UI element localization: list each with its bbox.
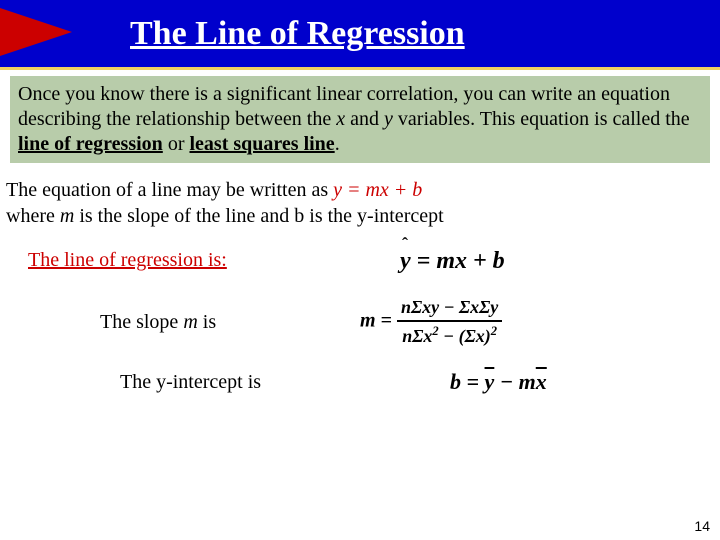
intro-x: x bbox=[336, 108, 345, 130]
intro-y: y bbox=[384, 108, 393, 130]
para-eq: y = mx + b bbox=[333, 179, 422, 201]
reg-rhs: = mx + b bbox=[417, 248, 505, 274]
slope-lhs: m = bbox=[360, 310, 392, 332]
slope-den-a: nΣx bbox=[402, 326, 432, 346]
slope-den-s2: 2 bbox=[491, 324, 497, 338]
int-mid: − m bbox=[494, 369, 535, 394]
slope-lm: m bbox=[183, 311, 197, 333]
arrow-decoration bbox=[0, 8, 72, 56]
int-ybar: y bbox=[485, 369, 495, 394]
int-xbar: x bbox=[536, 369, 547, 394]
para-t3: is the slope of the line and b is the y-… bbox=[74, 205, 443, 227]
slope-label: The slope m is bbox=[100, 311, 360, 334]
intercept-row: The y-intercept is b = y − mx bbox=[0, 369, 720, 395]
slide-title: The Line of Regression bbox=[130, 15, 465, 53]
slope-den-b: − (Σx) bbox=[439, 326, 491, 346]
intro-t2: and bbox=[345, 108, 384, 130]
regression-formula: y = mx + b bbox=[400, 248, 505, 275]
intro-t4: or bbox=[163, 133, 190, 155]
intro-box: Once you know there is a significant lin… bbox=[10, 76, 710, 163]
para-t2: where bbox=[6, 205, 60, 227]
intro-t3: variables. This equation is called the bbox=[393, 108, 690, 130]
intercept-label: The y-intercept is bbox=[120, 371, 380, 394]
intercept-formula: b = y − mx bbox=[450, 369, 547, 395]
slide-header: The Line of Regression bbox=[0, 0, 720, 70]
int-lhs: b = bbox=[450, 369, 485, 394]
slope-lb: is bbox=[198, 311, 216, 333]
intro-b2: least squares line bbox=[189, 133, 334, 155]
slope-la: The slope bbox=[100, 311, 183, 333]
equation-paragraph: The equation of a line may be written as… bbox=[6, 177, 714, 229]
slope-formula: m = nΣxy − ΣxΣy nΣx2 − (Σx)2 bbox=[360, 297, 502, 347]
para-m: m bbox=[60, 205, 74, 227]
slope-num: nΣxy − ΣxΣy bbox=[397, 297, 502, 322]
slope-row: The slope m is m = nΣxy − ΣxΣy nΣx 2 − (Σ… bbox=[0, 297, 720, 347]
para-t1: The equation of a line may be written as bbox=[6, 179, 333, 201]
intro-t5: . bbox=[335, 133, 340, 155]
page-number: 14 bbox=[694, 518, 710, 534]
intro-b1: line of regression bbox=[18, 133, 163, 155]
